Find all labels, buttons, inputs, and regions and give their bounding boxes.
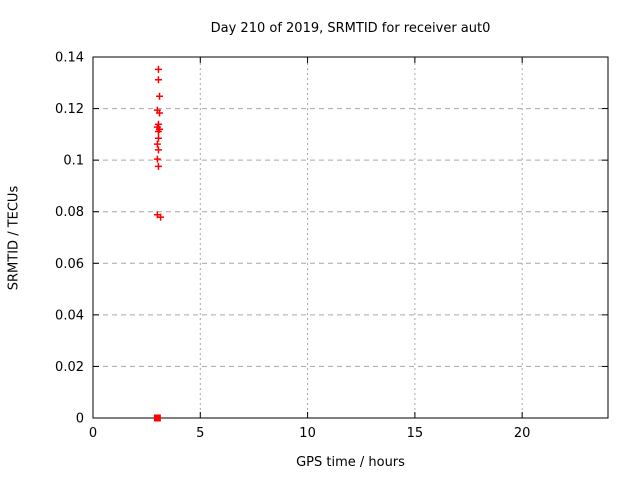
x-axis-label: GPS time / hours <box>296 455 405 470</box>
x-tick-label: 5 <box>196 426 204 441</box>
data-point-marker <box>157 213 165 221</box>
data-point-marker <box>154 162 162 170</box>
x-tick-label: 0 <box>89 426 97 441</box>
y-tick-label: 0.12 <box>55 102 84 117</box>
y-tick-label: 0.06 <box>55 257 84 272</box>
y-tick-label: 0.08 <box>55 205 84 220</box>
y-tick-label: 0.14 <box>55 51 84 66</box>
y-tick-label: 0.1 <box>63 154 84 169</box>
data-point-marker <box>156 109 164 117</box>
data-point-marker <box>154 76 162 84</box>
data-point-marker <box>154 65 162 73</box>
x-tick-label: 15 <box>407 426 424 441</box>
y-tick-label: 0.02 <box>55 360 84 375</box>
data-point-marker <box>154 146 162 154</box>
chart-title: Day 210 of 2019, SRMTID for receiver aut… <box>210 21 491 36</box>
data-point-marker <box>153 414 161 422</box>
data-point-marker <box>154 128 162 136</box>
x-tick-label: 20 <box>514 426 531 441</box>
data-point-marker <box>153 140 161 148</box>
y-tick-label: 0 <box>76 412 84 427</box>
data-point-marker <box>153 155 161 163</box>
data-point-marker <box>154 134 162 142</box>
plot-border <box>92 56 609 419</box>
x-tick-label: 10 <box>299 426 316 441</box>
y-tick-label: 0.04 <box>55 308 84 323</box>
data-point-marker <box>156 92 164 100</box>
